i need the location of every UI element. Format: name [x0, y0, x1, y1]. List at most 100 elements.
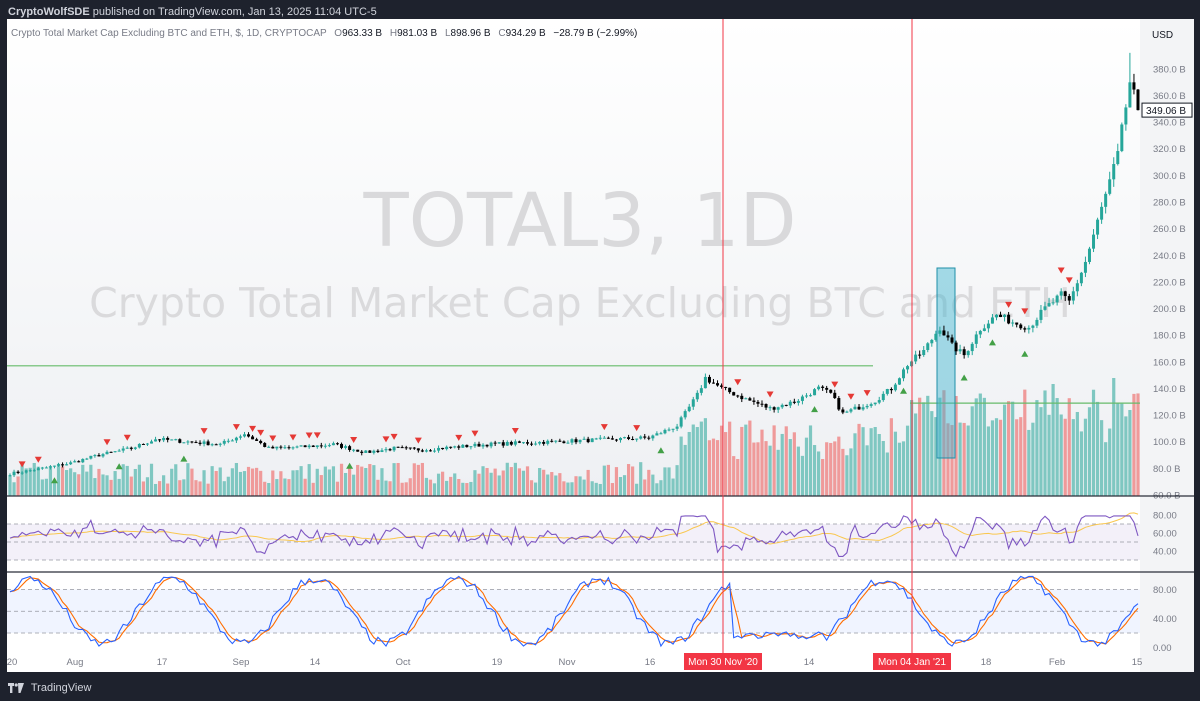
- volume-bar: [52, 481, 57, 496]
- volume-bar: [606, 464, 610, 496]
- price-axis-background: [1140, 19, 1194, 672]
- candle-body: [1019, 324, 1023, 329]
- candle-body: [73, 461, 77, 463]
- buy-signal-marker: [811, 406, 819, 413]
- buy-signal-marker: [988, 339, 996, 346]
- candle-body: [182, 442, 186, 444]
- crosshair-date-tag: [873, 653, 951, 670]
- candle-body: [631, 438, 635, 440]
- volume-bar: [651, 474, 655, 496]
- volume-bar: [162, 475, 166, 496]
- candle-body: [32, 470, 36, 472]
- candle-body: [784, 404, 788, 406]
- time-tick-label: 15: [1132, 657, 1143, 668]
- volume-bar: [715, 440, 720, 496]
- volume-bar: [1002, 404, 1007, 496]
- sell-signal-marker: [123, 434, 131, 441]
- candle-body: [918, 354, 922, 356]
- volume-bar: [622, 475, 627, 496]
- publisher-name[interactable]: CryptoWolfSDE: [8, 6, 90, 18]
- candle-body: [433, 450, 437, 452]
- volume-bar: [339, 463, 344, 496]
- volume-bar: [40, 479, 44, 496]
- candle-body: [546, 440, 550, 444]
- volume-bar: [250, 468, 255, 496]
- volume-bar: [808, 425, 813, 496]
- candle-body: [683, 411, 687, 418]
- candle-body: [1063, 291, 1067, 297]
- volume-bar: [24, 468, 28, 496]
- buy-signal-marker: [180, 455, 188, 462]
- volume-bar: [1120, 403, 1124, 496]
- chart-panel[interactable]: TOTAL3, 1D Crypto Total Market Cap Exclu…: [7, 19, 1194, 672]
- candle-body: [214, 444, 218, 446]
- candle-body: [966, 351, 970, 356]
- candle-body: [550, 440, 554, 442]
- stoch-rsi-pane: 80.00 40.00 0.00: [7, 575, 1177, 654]
- volume-bar: [1095, 401, 1100, 496]
- volume-bar: [271, 470, 275, 496]
- candle-body: [194, 442, 198, 444]
- sell-signal-marker: [831, 381, 839, 388]
- candle-body: [1100, 206, 1104, 220]
- volume-bar: [81, 464, 85, 496]
- candle-body: [392, 446, 396, 451]
- candle-body: [691, 399, 695, 407]
- candle-body: [521, 442, 525, 444]
- volume-bar: [420, 462, 424, 496]
- price-tick-label: 300.0 B: [1153, 171, 1186, 182]
- candle-body: [315, 445, 319, 448]
- volume-bar: [1055, 398, 1059, 496]
- sell-signal-marker: [847, 393, 855, 400]
- volume-bar: [570, 482, 574, 496]
- candle-body: [764, 404, 768, 408]
- volume-bar: [449, 476, 453, 496]
- volume-bar: [206, 483, 210, 496]
- crosshair-date-tag: [684, 653, 762, 670]
- candle-body: [210, 444, 214, 446]
- volume-bar: [36, 466, 40, 496]
- volume-bar: [926, 395, 930, 496]
- volume-bar: [315, 468, 319, 496]
- candle-body: [821, 386, 825, 388]
- candle-body: [1071, 291, 1075, 301]
- candle-body: [279, 446, 283, 448]
- candle-body: [679, 417, 683, 427]
- candle-body: [942, 330, 946, 336]
- time-tick-label: Aug: [67, 657, 84, 668]
- sell-signal-marker: [232, 424, 240, 431]
- buy-signal-marker: [1021, 350, 1029, 357]
- candle-body: [1011, 322, 1015, 324]
- candle-body: [125, 447, 129, 449]
- volume-bar: [509, 467, 513, 496]
- candle-body: [16, 471, 20, 474]
- candle-body: [647, 437, 651, 439]
- candle-body: [129, 447, 133, 449]
- candle-body: [85, 458, 89, 460]
- volume-bar: [457, 479, 461, 496]
- volume-bar: [542, 469, 546, 496]
- tradingview-brand[interactable]: TradingView: [30, 682, 92, 694]
- candle-body: [530, 443, 534, 445]
- stoch-tick-label: 80.00: [1153, 585, 1177, 596]
- volume-bar: [121, 464, 125, 496]
- volume-bars: [8, 378, 1140, 496]
- currency-label[interactable]: USD: [1152, 30, 1173, 41]
- candle-body: [101, 454, 105, 457]
- candle-body: [1047, 303, 1051, 307]
- volume-bar: [190, 468, 194, 496]
- volume-bar: [412, 463, 416, 496]
- volume-bar: [303, 478, 307, 496]
- volume-bar: [473, 470, 477, 496]
- time-axis[interactable]: Aug 17 Sep 14 Oct 19 Nov 16 14 18 Feb 15 20: [7, 657, 1142, 668]
- candle-body: [28, 470, 32, 472]
- volume-bar: [469, 481, 473, 496]
- candle-body: [400, 447, 404, 449]
- rsi-line: [9, 515, 1139, 558]
- volume-bar: [1007, 401, 1011, 496]
- candle-body: [902, 369, 906, 379]
- volume-bar: [174, 464, 178, 496]
- candle-body: [570, 439, 574, 443]
- chart-canvas[interactable]: TOTAL3, 1D Crypto Total Market Cap Exclu…: [7, 19, 1194, 672]
- volume-bar: [958, 422, 962, 496]
